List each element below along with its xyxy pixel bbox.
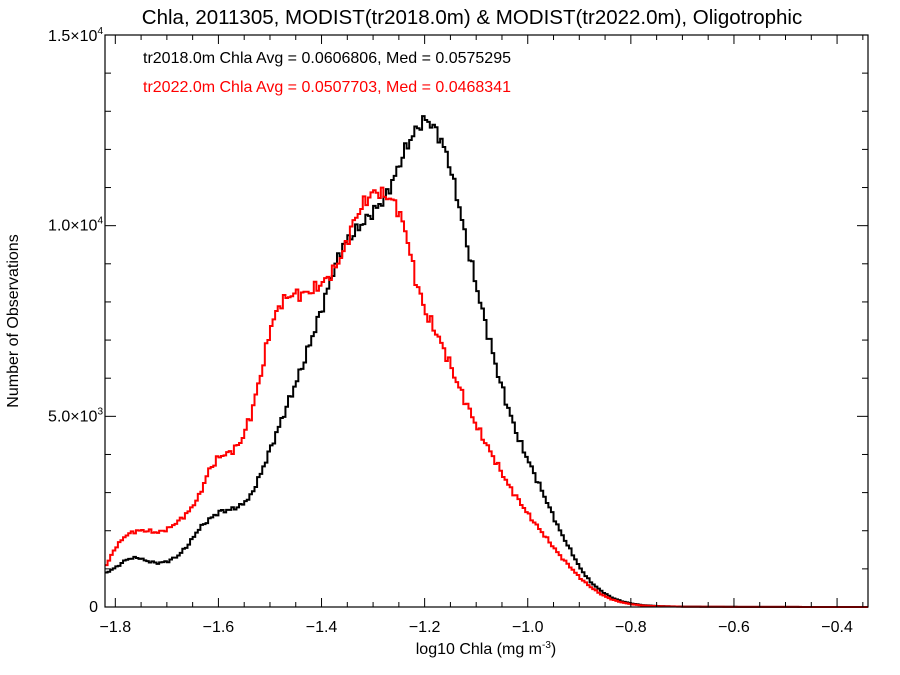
annotation-black: tr2018.0m Chla Avg = 0.0606806, Med = 0.… xyxy=(143,50,511,67)
annotation-red: tr2022.0m Chla Avg = 0.0507703, Med = 0.… xyxy=(143,79,511,96)
chart-title: Chla, 2011305, MODIST(tr2018.0m) & MODIS… xyxy=(142,6,802,29)
x-tick-label: −1.0 xyxy=(512,619,544,636)
x-axis-label: log10 Chla (mg m-3) xyxy=(416,640,557,658)
y-tick-label: 1.5×104 xyxy=(48,26,103,45)
plot-frame xyxy=(104,34,869,608)
y-axis: 0 5.0×103 1.0×104 1.5×104 xyxy=(48,26,868,616)
y-tick-label: 1.0×104 xyxy=(48,216,103,235)
y-axis-label: Number of Observations xyxy=(5,234,22,407)
x-tick-label: −1.2 xyxy=(409,619,441,636)
y-tick-label: 5.0×103 xyxy=(48,406,103,425)
x-tick-label: −0.4 xyxy=(821,619,853,636)
y-tick-label: 0 xyxy=(89,599,98,616)
x-tick-label: −1.4 xyxy=(306,619,338,636)
x-tick-label: −0.6 xyxy=(718,619,750,636)
x-tick-label: −0.8 xyxy=(615,619,647,636)
x-tick-label: −1.6 xyxy=(203,619,235,636)
x-tick-label: −1.8 xyxy=(100,619,132,636)
x-axis: −1.8 −1.6 −1.4 −1.2 −1.0 −0.8 −0.6 −0.4 xyxy=(100,35,864,636)
